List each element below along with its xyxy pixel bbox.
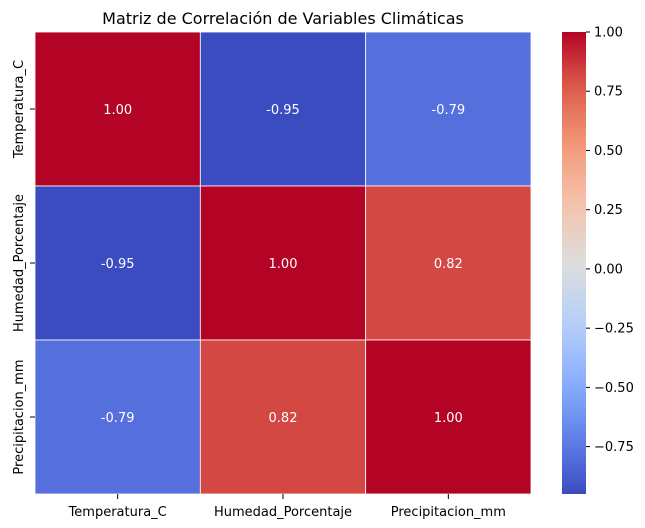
heatmap-cell — [199, 31, 367, 187]
cell-value-label: 0.82 — [269, 411, 298, 426]
colorbar-tick-label: 0.00 — [594, 262, 623, 277]
x-tick-label: Precipitacion_mm — [391, 505, 506, 520]
colorbar: 1.00 0.75 0.50 0.25 0.00 −0.25 −0.50 −0.75 — [562, 26, 634, 494]
heatmap-cell — [365, 185, 532, 341]
cell-value-label: -0.95 — [101, 257, 135, 272]
cell-value-label: 0.82 — [434, 257, 463, 272]
y-tick-label: Precipitacion_mm — [12, 359, 27, 474]
cell-value-label: -0.79 — [432, 103, 466, 118]
heatmap-cell — [365, 31, 532, 187]
colorbar-tick-label: −0.25 — [594, 322, 634, 337]
x-tick-label: Humedad_Porcentaje — [214, 505, 352, 520]
cell-value-label: 1.00 — [269, 257, 298, 272]
cell-value-label: -0.79 — [101, 411, 135, 426]
cell-value-label: -0.95 — [266, 103, 300, 118]
chart-title: Matriz de Correlación de Variables Climá… — [102, 9, 464, 28]
heatmap-cell — [34, 339, 201, 495]
y-axis: Temperatura_C Humedad_Porcentaje Precipita… — [12, 60, 35, 475]
x-axis: Temperatura_C Humedad_Porcentaje Precipita… — [68, 494, 506, 520]
heatmap-cell — [34, 185, 201, 341]
colorbar-ticks: 1.00 0.75 0.50 0.25 0.00 −0.25 −0.50 −0.75 — [586, 26, 634, 455]
colorbar-gradient — [562, 32, 586, 494]
colorbar-tick-label: 0.50 — [594, 144, 623, 159]
heatmap-cell — [199, 339, 367, 495]
cell-value-label: 1.00 — [434, 411, 463, 426]
heatmap-cell — [34, 31, 201, 187]
colorbar-tick-label: 1.00 — [594, 26, 623, 41]
heatmap-cells: 1.00 -0.95 -0.79 -0.95 1.00 0.82 -0.79 0.82 1.00 — [34, 31, 532, 495]
colorbar-tick-label: 0.25 — [594, 203, 623, 218]
colorbar-tick-label: −0.75 — [594, 440, 634, 455]
cell-value-label: 1.00 — [103, 103, 132, 118]
colorbar-tick-label: −0.50 — [594, 381, 634, 396]
y-tick-label: Humedad_Porcentaje — [12, 194, 27, 332]
y-tick-label: Temperatura_C — [12, 60, 27, 159]
colorbar-tick-label: 0.75 — [594, 85, 623, 100]
x-tick-label: Temperatura_C — [68, 505, 167, 520]
heatmap-cell — [199, 185, 367, 341]
